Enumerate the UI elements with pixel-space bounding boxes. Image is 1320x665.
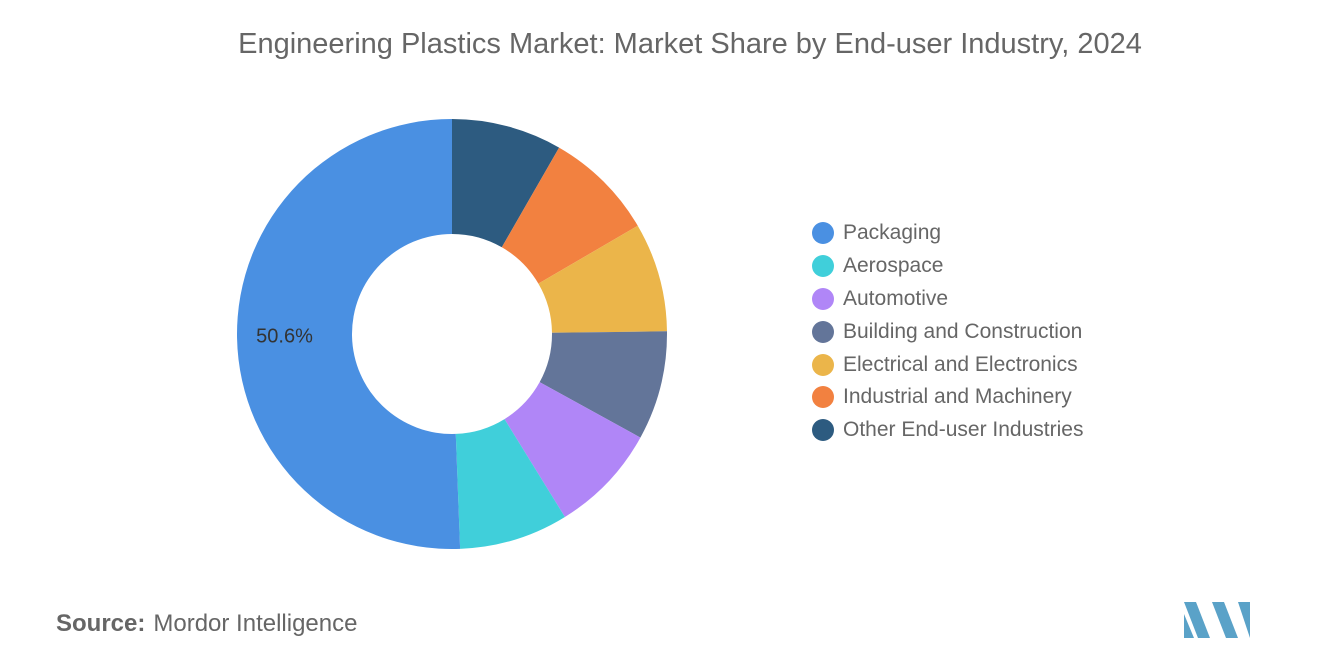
legend-item: Building and Construction (812, 315, 1083, 348)
legend-swatch (812, 287, 834, 310)
legend-swatch (812, 419, 834, 442)
legend-label: Automotive (843, 286, 949, 310)
chart-title: Engineering Plastics Market: Market Shar… (238, 28, 1142, 60)
legend-label: Electrical and Electronics (843, 352, 1078, 376)
source-value: Mordor Intelligence (153, 610, 358, 637)
legend-label: Building and Construction (843, 319, 1083, 343)
donut-chart: 50.6% (236, 119, 667, 549)
chart-legend: Packaging Aerospace Automotive Building and… (812, 217, 1083, 447)
data-label-packaging: 50.6% (256, 325, 313, 347)
slice-automotive (504, 382, 641, 517)
slice-packaging (236, 119, 461, 549)
legend-label: Other End-user Industries (843, 418, 1084, 442)
source-line: Source: Mordor Intelligence (56, 610, 357, 638)
mordor-intelligence-logo (1184, 602, 1250, 638)
slice-aerospace (455, 419, 565, 549)
legend-item: Aerospace (812, 250, 1083, 283)
slice-industrial-and-machinery (501, 147, 638, 284)
legend-item: Other End-user Industries (812, 414, 1083, 447)
legend-item: Electrical and Electronics (812, 348, 1083, 381)
slice-electrical-and-electronics (538, 225, 667, 333)
slice-building-and-construction (539, 331, 667, 438)
legend-item: Industrial and Machinery (812, 381, 1083, 414)
legend-label: Industrial and Machinery (843, 385, 1072, 409)
legend-swatch (812, 255, 834, 278)
slice-other-end-user-industries (452, 119, 560, 248)
legend-swatch (812, 353, 834, 376)
legend-item: Packaging (812, 217, 1083, 250)
legend-item: Automotive (812, 283, 1083, 316)
legend-swatch (812, 320, 834, 343)
legend-label: Packaging (843, 221, 942, 245)
legend-swatch (812, 222, 834, 245)
source-label: Source: (56, 610, 146, 637)
legend-swatch (812, 386, 834, 409)
legend-label: Aerospace (843, 254, 944, 278)
